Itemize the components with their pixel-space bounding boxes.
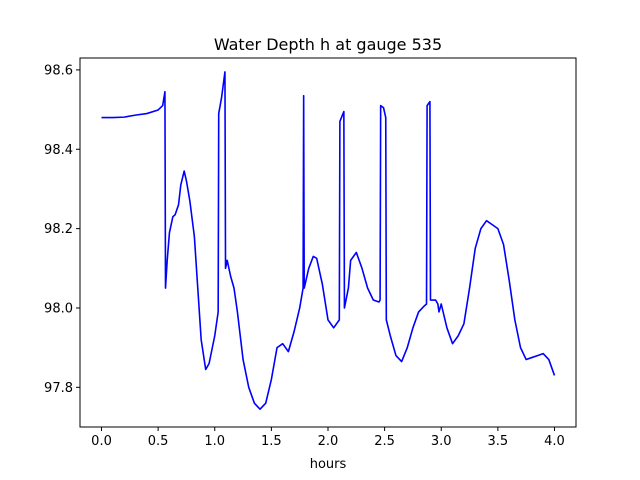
plot-area: 0.0 0.5 1.0 1.5 2.0 2.5 3.0 3.5 4.0 97.8 98.0 98.2 9…	[44, 57, 577, 449]
series-line-0	[101, 71, 556, 410]
plot-frame	[79, 57, 577, 428]
x-tick-label: 2.0	[318, 434, 339, 449]
x-tick-label: 1.0	[204, 434, 225, 449]
x-tick-label: 1.5	[261, 434, 282, 449]
y-tick-label: 98.2	[44, 222, 73, 237]
chart-title: Water Depth h at gauge 535	[214, 35, 442, 54]
y-tick-label: 98.4	[44, 143, 73, 158]
y-tick-label: 98.0	[44, 301, 73, 316]
x-tick-label: 3.0	[431, 434, 452, 449]
y-tick-label: 97.8	[44, 381, 73, 396]
y-tick-label: 98.6	[44, 63, 73, 78]
x-tick-label: 2.5	[374, 434, 395, 449]
x-tick-label: 3.5	[488, 434, 509, 449]
x-axis-label: hours	[310, 457, 347, 472]
x-tick-label: 0.5	[148, 434, 169, 449]
x-tick-label: 0.0	[91, 434, 112, 449]
x-tick-label: 4.0	[544, 434, 565, 449]
